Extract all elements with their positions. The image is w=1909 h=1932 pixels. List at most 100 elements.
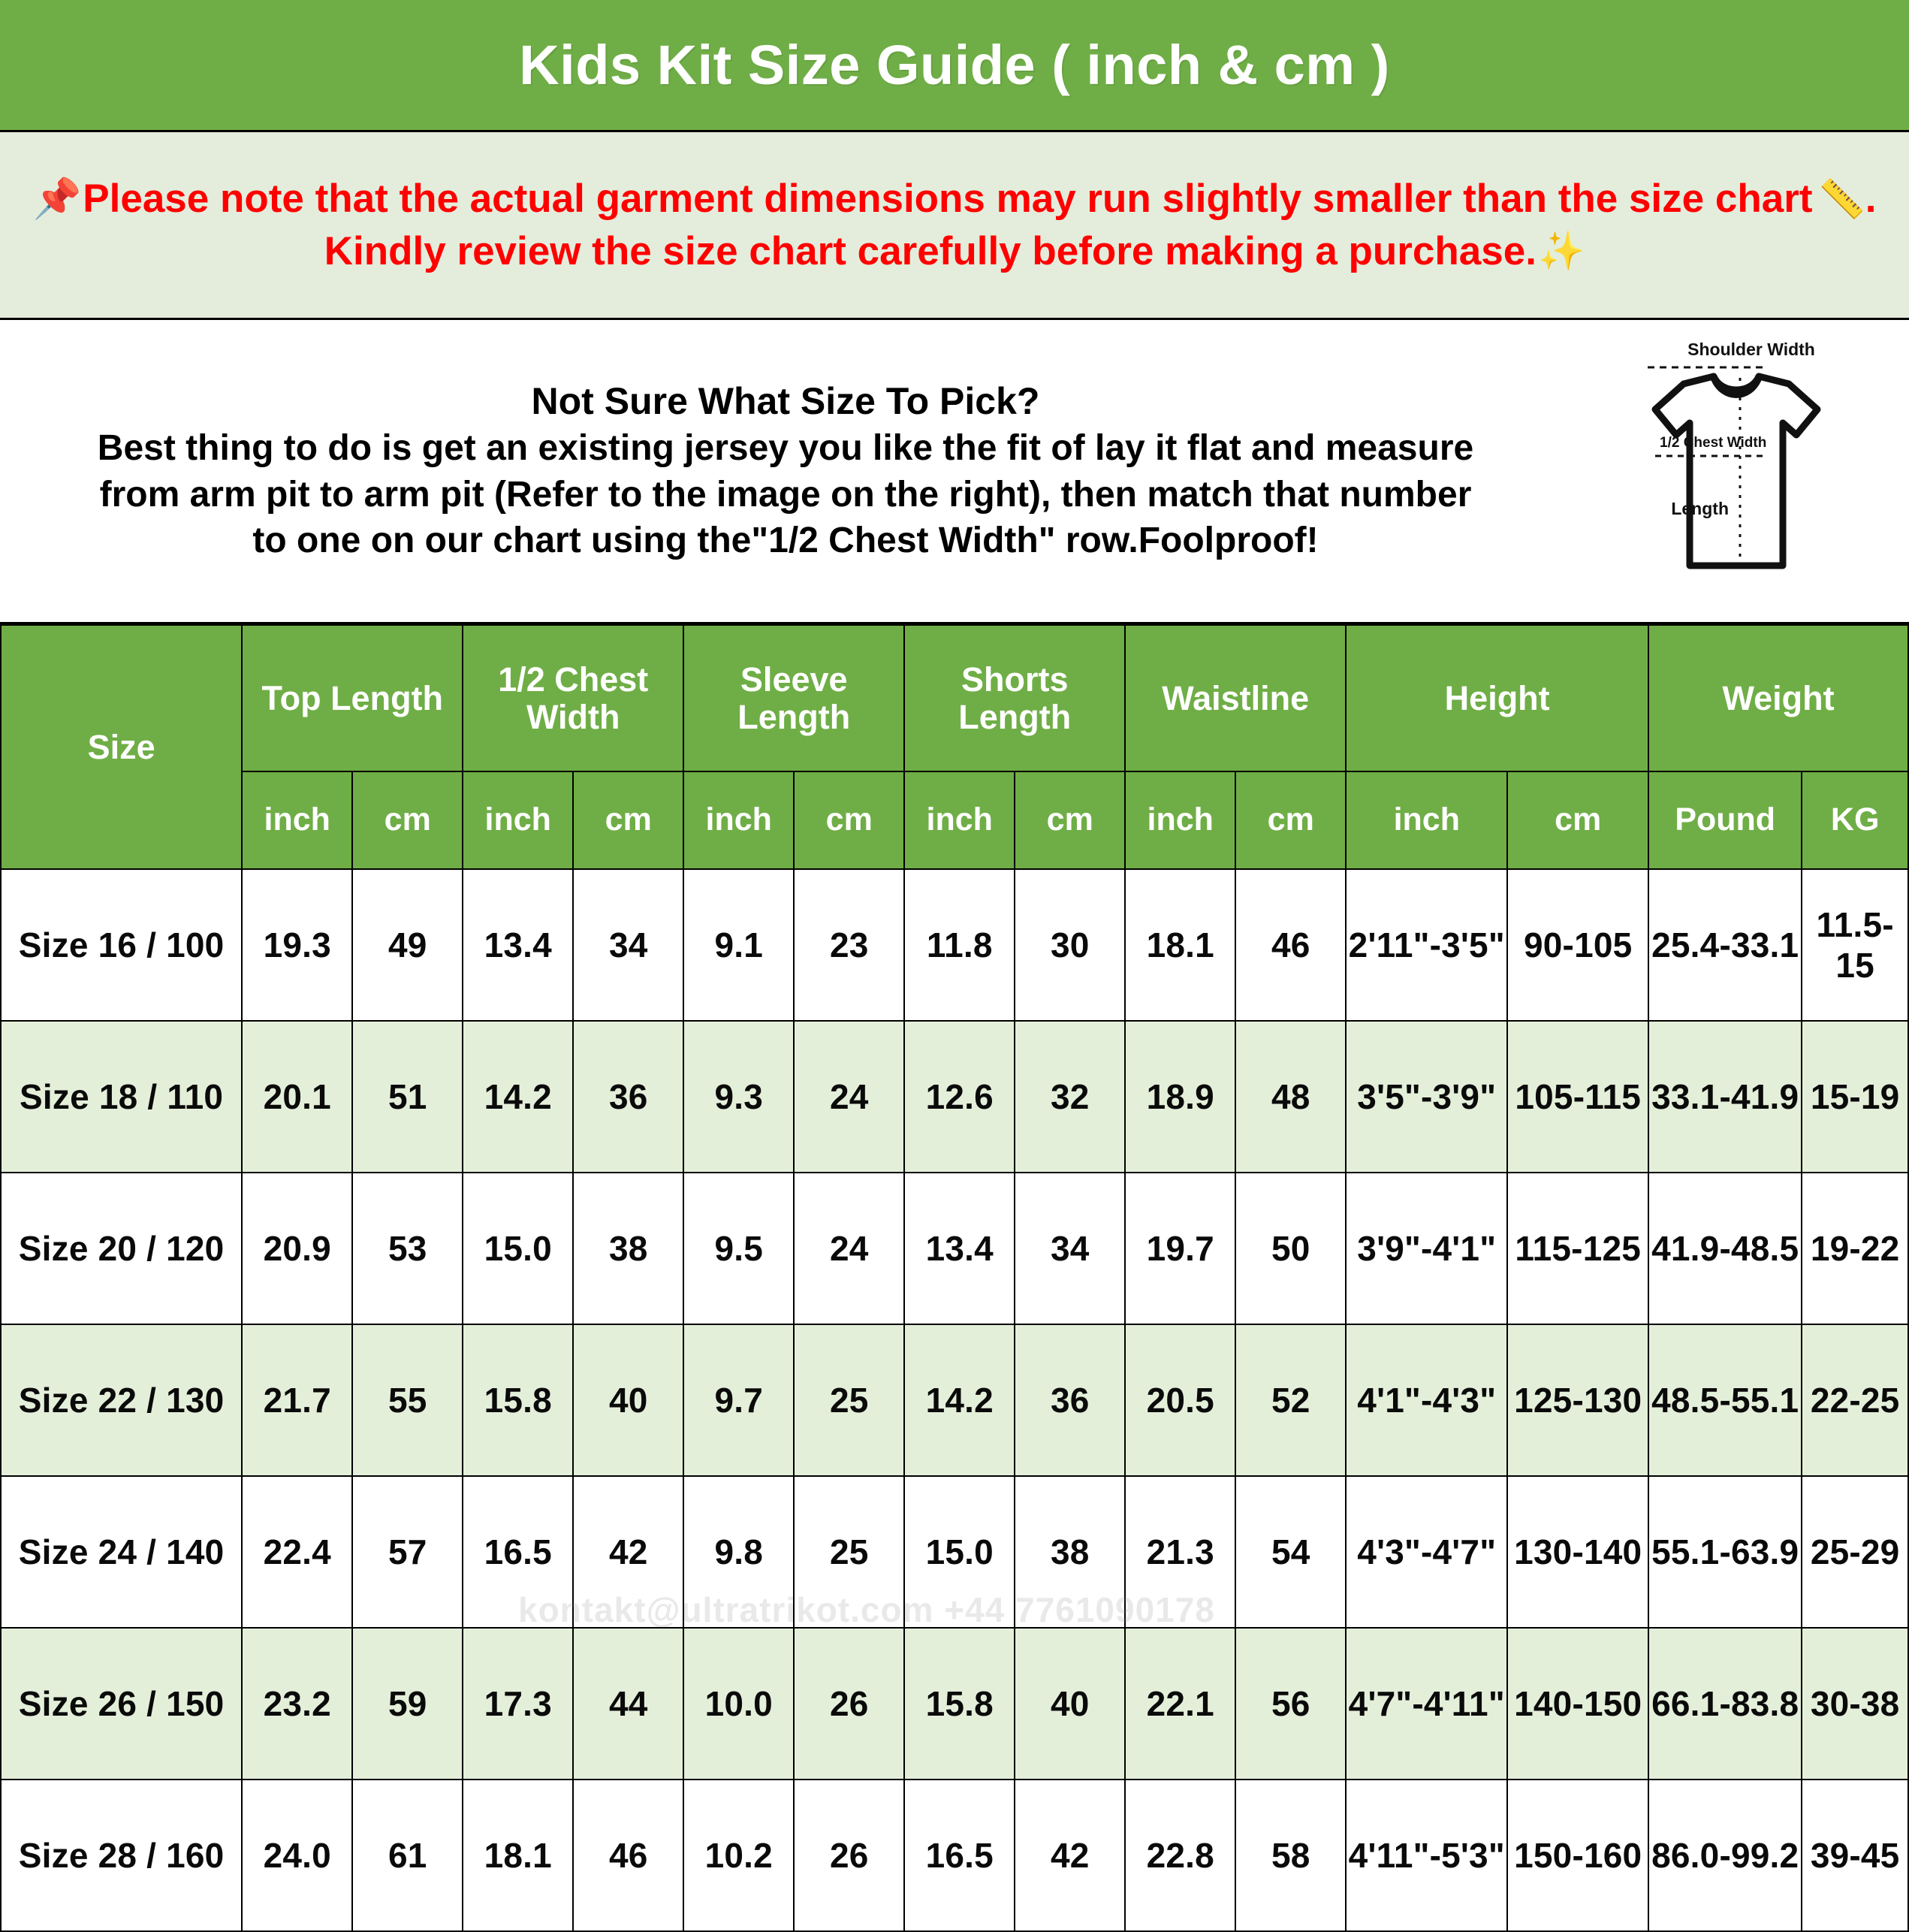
th-unit-12: cm [1506,771,1650,870]
th-unit-10: cm [1235,771,1347,870]
th-top-length: Top Length [241,624,464,772]
table-cell: 15.0 [462,1172,575,1325]
table-cell: 41.9-48.5 [1648,1172,1803,1325]
table-cell: 20.5 [1124,1324,1237,1477]
table-cell: 150-160 [1506,1779,1650,1932]
th-unit-6: cm [793,771,906,870]
table-cell: 22-25 [1801,1324,1909,1477]
ruler-icon: 📏 [1818,177,1865,220]
table-cell: 30-38 [1801,1627,1909,1780]
notice-period: . [1865,176,1877,221]
th-unit-7: inch [903,771,1016,870]
table-row: Size 24 / 140 22.4 57 16.5 42 9.8 25 15.0 38 21.3… [0,1475,1909,1629]
table-cell: 19-22 [1801,1172,1909,1325]
table-cell: 40 [572,1324,685,1477]
table-cell: 15.0 [903,1475,1016,1629]
table-cell: 24.0 [241,1779,354,1932]
table-cell: 55.1-63.9 [1648,1475,1803,1629]
size-table: Size Top Length 1/2 Chest Width Sleeve L… [0,624,1909,1932]
table-cell: 14.2 [462,1020,575,1173]
table-cell: 32 [1014,1020,1126,1173]
table-cell: 21.3 [1124,1475,1237,1629]
table-cell: 26 [793,1779,906,1932]
table-cell: 105-115 [1506,1020,1650,1173]
table-cell: 20.1 [241,1020,354,1173]
chest-width-label: 1/2 Chest Width [1660,435,1766,451]
th-height: Height [1345,624,1650,772]
notice-line-2: Kindly review the size chart carefully b… [324,230,1585,273]
th-size: Size [0,624,243,870]
table-cell: 18.1 [462,1779,575,1932]
table-cell: 22.1 [1124,1627,1237,1780]
th-unit-1: inch [241,771,354,870]
table-cell: 25.4-33.1 [1648,868,1803,1022]
th-unit-4: cm [572,771,685,870]
th-unit-9: inch [1124,771,1237,870]
table-cell: 46 [1235,868,1347,1022]
table-cell: 9.3 [683,1020,795,1173]
table-cell: 140-150 [1506,1627,1650,1780]
table-cell: 21.7 [241,1324,354,1477]
table-cell: 15.8 [903,1627,1016,1780]
table-row: Size 18 / 110 20.1 51 14.2 36 9.3 24 12.6 32 18.9… [0,1020,1909,1173]
th-unit-3: inch [462,771,575,870]
table-cell: 4'11"-5'3" [1345,1779,1509,1932]
table-cell: 14.2 [903,1324,1016,1477]
table-cell: 11.8 [903,868,1016,1022]
table-cell: 2'11"-3'5" [1345,868,1509,1022]
table-cell: 23.2 [241,1627,354,1780]
pushpin-icon: 📌 [32,177,82,221]
table-cell-size: Size 20 / 120 [0,1172,243,1325]
table-cell: 4'7"-4'11" [1345,1627,1509,1780]
table-cell-size: Size 24 / 140 [0,1475,243,1629]
table-row: Size 20 / 120 20.9 53 15.0 38 9.5 24 13.4 34 19.7… [0,1172,1909,1325]
th-unit-11: inch [1345,771,1509,870]
title-bar: Kids Kit Size Guide ( inch & cm ) [0,0,1909,132]
help-text-block: Not Sure What Size To Pick? Best thing t… [0,379,1594,561]
table-cell: 16.5 [903,1779,1016,1932]
table-cell: 15-19 [1801,1020,1909,1173]
table-cell: 18.1 [1124,868,1237,1022]
table-cell-size: Size 16 / 100 [0,868,243,1022]
table-cell: 42 [572,1475,685,1629]
table-row: Size 28 / 160 24.0 61 18.1 46 10.2 26 16.5 42 22.… [0,1779,1909,1932]
tshirt-diagram: Shoulder Width 1/2 Chest Width Length [1594,320,1909,622]
table-cell: 115-125 [1506,1172,1650,1325]
table-cell: 13.4 [462,868,575,1022]
help-line-2: from arm pit to arm pit (Refer to the im… [99,474,1472,515]
table-cell: 130-140 [1506,1475,1650,1629]
table-cell: 22.4 [241,1475,354,1629]
table-cell: 39-45 [1801,1779,1909,1932]
table-cell: 58 [1235,1779,1347,1932]
help-section: Not Sure What Size To Pick? Best thing t… [0,320,1909,624]
table-cell: 12.6 [903,1020,1016,1173]
sparkles-icon: ✨ [1537,230,1585,273]
table-cell: 22.8 [1124,1779,1237,1932]
table-cell: 61 [351,1779,464,1932]
table-cell: 34 [1014,1172,1126,1325]
table-cell: 20.9 [241,1172,354,1325]
table-cell: 42 [1014,1779,1126,1932]
th-waistline: Waistline [1124,624,1347,772]
table-cell: 36 [572,1020,685,1173]
table-cell-size: Size 26 / 150 [0,1627,243,1780]
table-cell: 30 [1014,868,1126,1022]
table-row: Size 16 / 100 19.3 49 13.4 34 9.1 23 11.8 30 18.1… [0,868,1909,1022]
table-cell: 19.7 [1124,1172,1237,1325]
th-shorts-length: Shorts Length [903,624,1126,772]
group-header-row: Size Top Length 1/2 Chest Width Sleeve L… [0,624,1909,870]
table-cell: 36 [1014,1324,1126,1477]
table-cell: 9.7 [683,1324,795,1477]
table-cell: 11.5-15 [1801,868,1909,1022]
th-weight: Weight [1648,624,1909,772]
notice-text-1: Please note that the actual garment dime… [83,176,1813,221]
table-cell: 25-29 [1801,1475,1909,1629]
table-cell: 9.5 [683,1172,795,1325]
th-unit-2: cm [351,771,464,870]
table-cell: 23 [793,868,906,1022]
th-unit-13: Pound [1648,771,1803,870]
table-cell: 59 [351,1627,464,1780]
table-cell: 46 [572,1779,685,1932]
help-heading: Not Sure What Size To Pick? [531,379,1040,422]
